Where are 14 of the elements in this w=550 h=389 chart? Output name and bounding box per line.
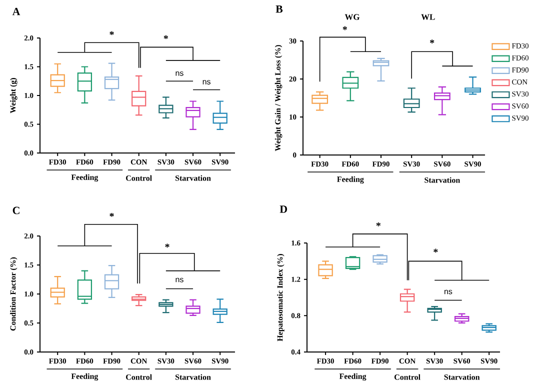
text: *: [342, 26, 347, 30]
chart-title: D: [280, 206, 288, 213]
annotation: *: [165, 244, 170, 248]
chart-title: B: [276, 5, 283, 13]
annotation: *: [434, 248, 438, 253]
annotation: *: [430, 40, 434, 44]
text: WG: [344, 14, 360, 20]
text: *: [110, 212, 114, 217]
text: *: [376, 222, 381, 226]
chart-title: C: [12, 206, 20, 214]
chart-title: A: [12, 8, 20, 16]
text: *: [110, 31, 114, 36]
annotation: *: [164, 35, 168, 40]
text: WL: [421, 14, 435, 20]
